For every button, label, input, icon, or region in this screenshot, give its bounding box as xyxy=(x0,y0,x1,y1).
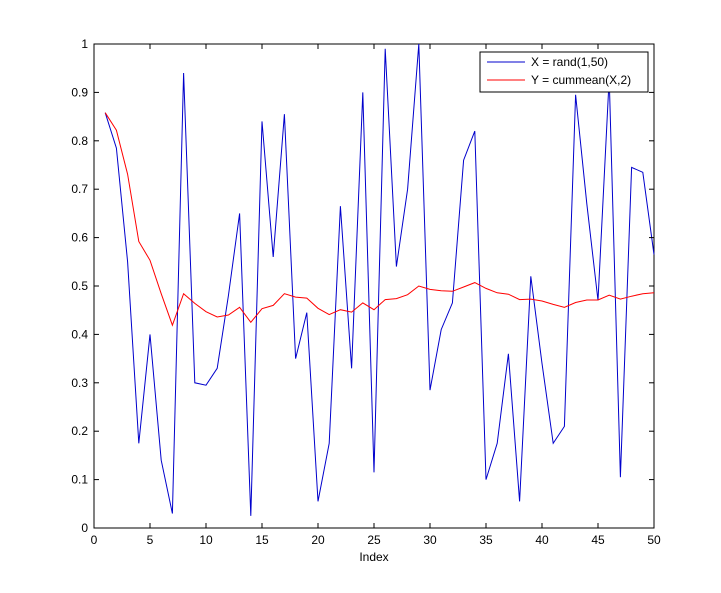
legend-box xyxy=(479,51,649,93)
y-tick-label: 0.5 xyxy=(71,279,88,293)
x-tick-label: 30 xyxy=(423,533,437,547)
x-tick-label: 40 xyxy=(535,533,549,547)
y-tick-label: 0.4 xyxy=(71,327,88,341)
series-line-x xyxy=(104,43,655,516)
legend-label-y: Y = cummean(X,2) xyxy=(531,73,631,87)
y-tick-label: 1 xyxy=(81,37,88,51)
legend-label-x: X = rand(1,50) xyxy=(531,55,608,69)
plot-area xyxy=(93,43,655,529)
legend: X = rand(1,50) Y = cummean(X,2) xyxy=(479,51,649,93)
x-tick-label: 20 xyxy=(311,533,325,547)
y-tick-label: 0.3 xyxy=(71,376,88,390)
x-tick-label: 10 xyxy=(199,533,213,547)
y-tick-label: 0.9 xyxy=(71,85,88,99)
y-tick-label: 0.2 xyxy=(71,424,88,438)
x-axis-label: Index xyxy=(359,550,388,564)
x-tick-label: 50 xyxy=(647,533,661,547)
y-tick-label: 0.6 xyxy=(71,231,88,245)
y-tick-label: 0.7 xyxy=(71,182,88,196)
x-tick-label: 45 xyxy=(591,533,605,547)
x-tick-label: 0 xyxy=(91,533,98,547)
x-tick-label: 5 xyxy=(147,533,154,547)
ticks-layer: 0 5 10 15 20 25 30 35 40 45 50 0 0.1 0.2 0.3 0.4 0.5 0.6 0… xyxy=(71,37,661,547)
x-tick-label: 15 xyxy=(255,533,269,547)
x-tick-label: 25 xyxy=(367,533,381,547)
y-tick-label: 0 xyxy=(81,521,88,535)
x-tick-label: 35 xyxy=(479,533,493,547)
y-tick-label: 0.1 xyxy=(71,473,88,487)
series-layer xyxy=(104,43,655,516)
y-tick-label: 0.8 xyxy=(71,134,88,148)
series-line-y xyxy=(104,112,655,327)
